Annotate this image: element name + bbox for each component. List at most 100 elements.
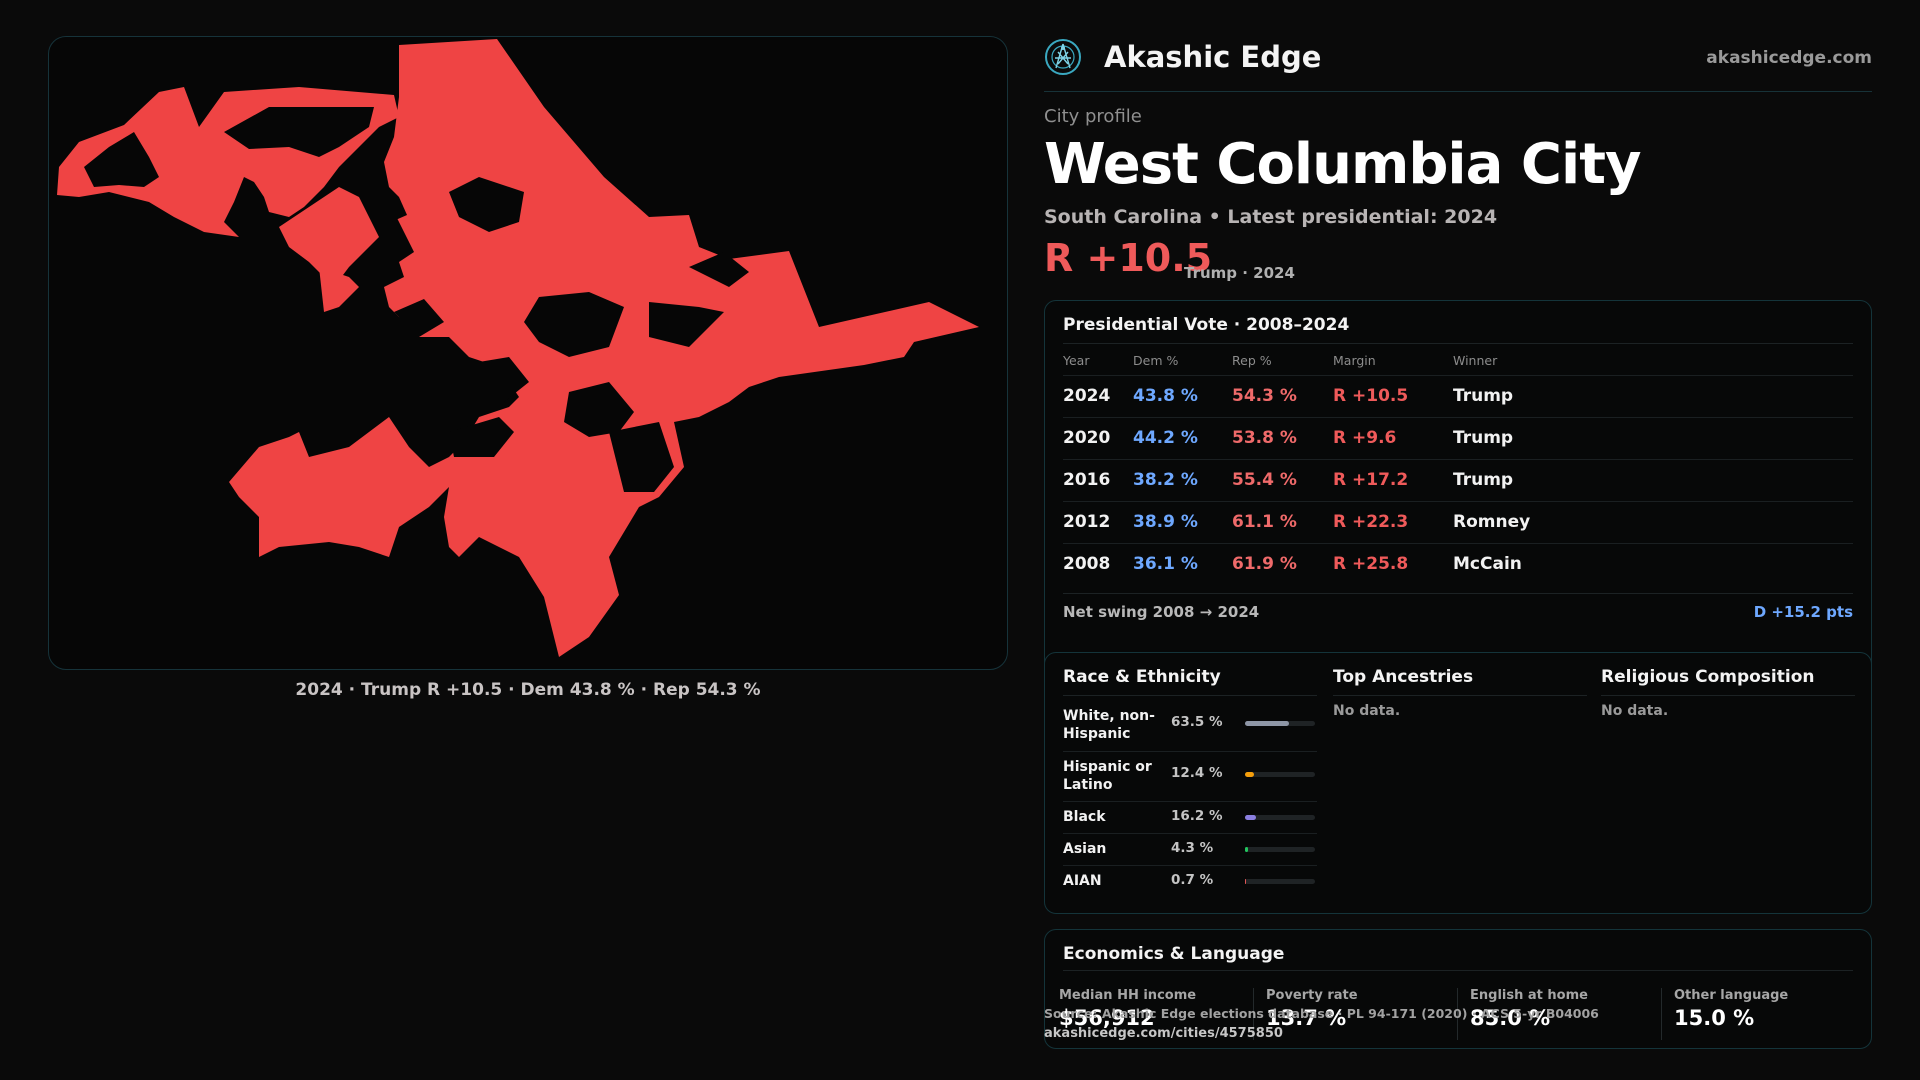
race-name: Black	[1063, 809, 1106, 825]
stat-label: Median HH income	[1059, 988, 1197, 1003]
religion-title: Religious Composition	[1601, 667, 1815, 687]
page-title: West Columbia City	[1044, 132, 1641, 197]
map-caption: 2024 · Trump R +10.5 · Dem 43.8 % · Rep …	[295, 680, 761, 700]
profile-label: City profile	[1044, 106, 1142, 127]
city-boundary-shape	[57, 39, 979, 657]
race-pct: 16.2 %	[1171, 808, 1223, 824]
divider	[1601, 695, 1855, 696]
table-row: 2016 38.2 % 55.4 % R +17.2 Trump	[1063, 459, 1853, 501]
winner-cell: Trump	[1453, 470, 1514, 490]
source-url-link[interactable]: akashicedge.com/cities/4575850	[1044, 1026, 1283, 1041]
race-pct: 63.5 %	[1171, 714, 1223, 730]
winner-cell: Trump	[1453, 386, 1514, 406]
rep-cell: 55.4 %	[1232, 470, 1297, 490]
demographics-card: Race & Ethnicity Top Ancestries No data.…	[1044, 652, 1872, 914]
year-cell: 2020	[1063, 428, 1111, 448]
col-margin: Margin	[1333, 353, 1376, 368]
col-winner: Winner	[1453, 353, 1498, 368]
stat-label: Other language	[1674, 988, 1789, 1003]
race-title: Race & Ethnicity	[1063, 667, 1221, 687]
race-pct: 12.4 %	[1171, 765, 1223, 781]
divider	[1063, 695, 1317, 696]
religion-empty: No data.	[1601, 703, 1669, 719]
stat-label: Poverty rate	[1266, 988, 1358, 1003]
margin-cell: R +25.8	[1333, 554, 1409, 574]
race-name: White, non-Hispanic	[1063, 708, 1155, 742]
city-map[interactable]	[48, 36, 1008, 670]
dem-cell: 36.1 %	[1133, 554, 1198, 574]
stat-value: $56,912	[1059, 1006, 1155, 1030]
list-item: Black 16.2 %	[1063, 801, 1317, 833]
map-holes	[84, 107, 749, 492]
race-bar	[1245, 772, 1315, 777]
rep-cell: 53.8 %	[1232, 428, 1297, 448]
race-pct: 4.3 %	[1171, 840, 1214, 856]
col-year: Year	[1063, 353, 1090, 368]
rep-cell: 61.1 %	[1232, 512, 1297, 532]
economics-card: Economics & Language Median HH income $5…	[1044, 929, 1872, 1049]
table-row: 2008 36.1 % 61.9 % R +25.8 McCain	[1063, 543, 1853, 585]
divider	[1063, 970, 1853, 971]
dem-cell: 38.2 %	[1133, 470, 1198, 490]
list-item: Hispanic or Latino 12.4 %	[1063, 751, 1317, 801]
brand-name: Akashic Edge	[1104, 40, 1322, 74]
list-item: AIAN 0.7 %	[1063, 865, 1317, 897]
year-cell: 2012	[1063, 512, 1111, 532]
page-subtitle: South Carolina • Latest presidential: 20…	[1044, 206, 1498, 228]
year-cell: 2016	[1063, 470, 1111, 490]
rep-cell: 54.3 %	[1232, 386, 1297, 406]
list-item: Asian 4.3 %	[1063, 833, 1317, 865]
divider	[1333, 695, 1587, 696]
margin-cell: R +10.5	[1333, 386, 1409, 406]
vote-table-header: Year Dem % Rep % Margin Winner	[1063, 353, 1853, 375]
winner-cell: Romney	[1453, 512, 1531, 532]
winner-cell: Trump	[1453, 428, 1514, 448]
compass-globe-icon	[1045, 39, 1081, 75]
stat-median-income: Median HH income $56,912	[1047, 988, 1251, 1040]
brand-url-link[interactable]: akashicedge.com	[1706, 48, 1872, 68]
ancestries-title: Top Ancestries	[1333, 667, 1474, 687]
race-name: AIAN	[1063, 873, 1102, 889]
list-item: White, non-Hispanic 63.5 %	[1063, 701, 1317, 751]
race-name: Asian	[1063, 841, 1107, 857]
net-swing-value: D +15.2 pts	[1753, 603, 1853, 621]
stat-value: 15.0 %	[1674, 1006, 1755, 1030]
city-boundary-map	[57, 39, 979, 657]
econ-card-title: Economics & Language	[1063, 944, 1285, 964]
rep-cell: 61.9 %	[1232, 554, 1297, 574]
race-name: Hispanic or Latino	[1063, 759, 1152, 793]
headline-margin: R +10.5	[1044, 236, 1213, 280]
margin-cell: R +22.3	[1333, 512, 1409, 532]
race-pct: 0.7 %	[1171, 872, 1214, 888]
race-bar-fill	[1245, 847, 1248, 852]
source-note: Source: Akashic Edge elections database …	[1044, 1006, 1599, 1021]
margin-cell: R +17.2	[1333, 470, 1409, 490]
stat-other-language: Other language 15.0 %	[1661, 988, 1865, 1040]
divider	[1063, 343, 1853, 344]
race-bar-fill	[1245, 721, 1290, 726]
winner-cell: McCain	[1453, 554, 1522, 574]
dem-cell: 44.2 %	[1133, 428, 1198, 448]
ancestries-empty: No data.	[1333, 703, 1401, 719]
table-row: 2012 38.9 % 61.1 % R +22.3 Romney	[1063, 501, 1853, 543]
col-rep: Rep %	[1232, 353, 1272, 368]
col-dem: Dem %	[1133, 353, 1179, 368]
presidential-vote-card: Presidential Vote · 2008–2024 Year Dem %…	[1044, 300, 1872, 674]
race-bar	[1245, 879, 1315, 884]
margin-cell: R +9.6	[1333, 428, 1397, 448]
brand-header: Akashic Edge akashicedge.com	[1044, 36, 1872, 92]
divider	[1063, 593, 1853, 594]
year-cell: 2024	[1063, 386, 1111, 406]
dem-cell: 38.9 %	[1133, 512, 1198, 532]
race-bar	[1245, 815, 1315, 820]
race-bar	[1245, 721, 1315, 726]
stat-value: 13.7 %	[1266, 1006, 1347, 1030]
headline-margin-sub: Trump · 2024	[1184, 264, 1295, 282]
race-bar-fill	[1245, 772, 1254, 777]
stat-value: 85.0 %	[1470, 1006, 1551, 1030]
race-bar	[1245, 847, 1315, 852]
dem-cell: 43.8 %	[1133, 386, 1198, 406]
table-row: 2024 43.8 % 54.3 % R +10.5 Trump	[1063, 375, 1853, 417]
vote-card-title: Presidential Vote · 2008–2024	[1063, 315, 1350, 335]
stat-label: English at home	[1470, 988, 1588, 1003]
